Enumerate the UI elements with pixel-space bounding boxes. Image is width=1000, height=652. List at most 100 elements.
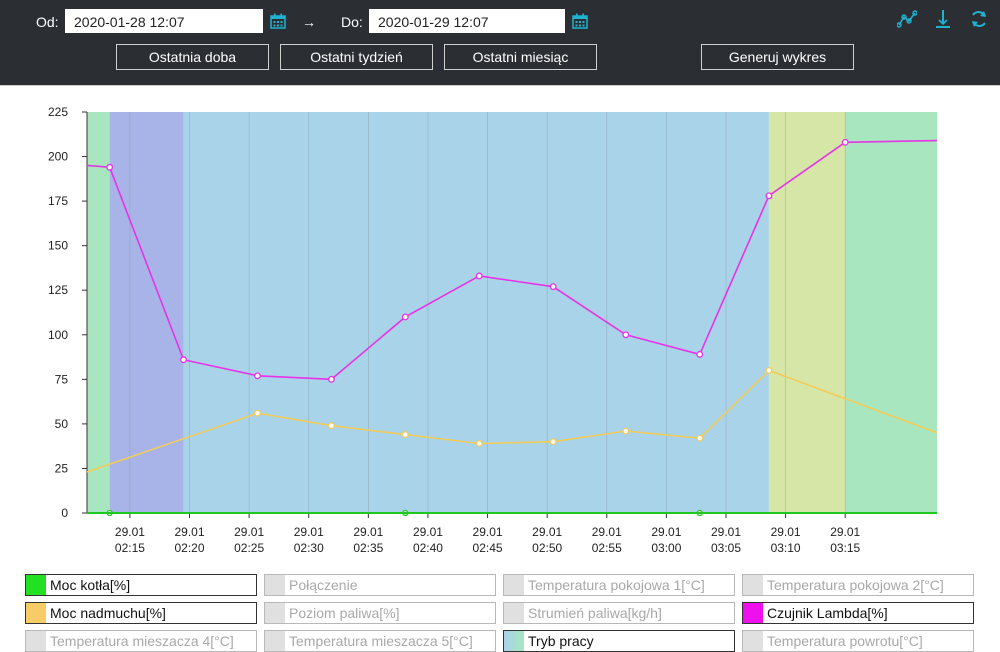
data-point: [765, 192, 773, 200]
to-label: Do:: [341, 14, 363, 30]
legend-label: Tryb pracy: [528, 633, 594, 649]
legend-label: Temperatura pokojowa 1[°C]: [528, 577, 705, 593]
data-point: [622, 331, 630, 339]
x-tick-time: 03:10: [771, 541, 801, 555]
x-tick-time: 02:40: [413, 541, 443, 555]
legend-swatch: [26, 603, 46, 623]
x-tick-date: 29.01: [234, 525, 264, 539]
legend-item[interactable]: Tryb pracy: [503, 630, 735, 652]
toolbar: Od: 2020-01-28 12:07 → Do: 2020-01-29 12…: [0, 0, 1000, 85]
toolbar-divider: [0, 85, 1000, 86]
x-tick-date: 29.01: [294, 525, 324, 539]
to-date-input[interactable]: 2020-01-29 12:07: [369, 9, 565, 33]
data-point: [106, 163, 114, 171]
legend-swatch: [743, 603, 763, 623]
data-point: [475, 272, 483, 280]
legend-label: Poziom paliwa[%]: [289, 605, 400, 621]
x-tick-time: 02:20: [175, 541, 205, 555]
x-tick-date: 29.01: [473, 525, 503, 539]
x-tick-date: 29.01: [830, 525, 860, 539]
x-tick-date: 29.01: [532, 525, 562, 539]
last-day-button[interactable]: Ostatnia doba: [116, 44, 269, 70]
x-tick-date: 29.01: [413, 525, 443, 539]
calendar-icon[interactable]: [572, 13, 588, 29]
x-tick-time: 02:30: [294, 541, 324, 555]
chart: 0 25 50 75 100 125 150 175 200 225 29.01 02:15 29.01…: [48, 105, 938, 555]
legend-label: Moc nadmuchu[%]: [50, 605, 166, 621]
data-point: [549, 283, 557, 291]
legend-swatch: [26, 631, 46, 651]
generate-chart-button[interactable]: Generuj wykres: [701, 44, 854, 70]
mode-band: [183, 112, 769, 513]
y-tick-label: 0: [61, 506, 68, 520]
from-date-input[interactable]: 2020-01-28 12:07: [65, 9, 263, 33]
legend-item[interactable]: Temperatura mieszacza 5[°C]: [264, 630, 496, 652]
x-tick-time: 02:45: [473, 541, 503, 555]
data-point: [327, 375, 335, 383]
download-icon[interactable]: [933, 9, 953, 29]
data-point: [327, 422, 335, 430]
x-tick-date: 29.01: [651, 525, 681, 539]
x-tick-date: 29.01: [771, 525, 801, 539]
legend-label: Czujnik Lambda[%]: [767, 605, 888, 621]
legend-item[interactable]: Moc kotła[%]: [25, 574, 257, 596]
legend-label: Moc kotła[%]: [50, 577, 131, 593]
data-point: [841, 138, 849, 146]
y-tick-label: 175: [48, 194, 68, 208]
x-tick-date: 29.01: [115, 525, 145, 539]
from-label: Od:: [36, 14, 59, 30]
y-tick-label: 100: [48, 328, 68, 342]
mode-band: [87, 112, 110, 513]
refresh-icon[interactable]: [969, 9, 989, 29]
x-tick-time: 02:15: [115, 541, 145, 555]
legend-item[interactable]: Moc nadmuchu[%]: [25, 602, 257, 624]
legend-item[interactable]: Poziom paliwa[%]: [264, 602, 496, 624]
data-point: [696, 434, 704, 442]
legend-item[interactable]: Czujnik Lambda[%]: [742, 602, 974, 624]
legend-item[interactable]: Połączenie: [264, 574, 496, 596]
x-tick-time: 02:55: [592, 541, 622, 555]
y-tick-label: 225: [48, 105, 68, 119]
y-tick-label: 150: [48, 239, 68, 253]
data-point: [254, 372, 261, 380]
data-point: [254, 409, 261, 417]
x-tick-time: 03:15: [830, 541, 860, 555]
legend-swatch: [504, 575, 524, 595]
legend-item[interactable]: Temperatura pokojowa 2[°C]: [742, 574, 974, 596]
legend-label: Strumień paliwa[kg/h]: [528, 605, 662, 621]
calendar-icon[interactable]: [270, 13, 286, 29]
mode-band: [845, 112, 937, 513]
x-tick-date: 29.01: [353, 525, 383, 539]
legend-swatch: [265, 575, 285, 595]
x-tick-time: 03:00: [651, 541, 681, 555]
legend-label: Temperatura powrotu[°C]: [767, 633, 923, 649]
legend-item[interactable]: Temperatura mieszacza 4[°C]: [25, 630, 257, 652]
data-point: [696, 350, 704, 358]
legend-item[interactable]: Strumień paliwa[kg/h]: [503, 602, 735, 624]
last-week-button[interactable]: Ostatni tydzień: [280, 44, 433, 70]
data-point: [180, 356, 188, 364]
legend-swatch: [743, 631, 763, 651]
data-point: [549, 438, 557, 446]
legend-swatch: [265, 603, 285, 623]
legend-item[interactable]: Temperatura pokojowa 1[°C]: [503, 574, 735, 596]
last-month-button[interactable]: Ostatni miesiąc: [444, 44, 597, 70]
data-point: [622, 427, 630, 435]
y-tick-label: 125: [48, 283, 68, 297]
mode-band: [768, 112, 846, 513]
legend-swatch: [504, 631, 524, 651]
legend-swatch: [504, 603, 524, 623]
legend-swatch: [26, 575, 46, 595]
chart-lines-icon[interactable]: [897, 9, 917, 29]
y-tick-label: 25: [55, 461, 69, 475]
x-tick-time: 02:35: [353, 541, 383, 555]
x-tick-date: 29.01: [592, 525, 622, 539]
legend-label: Połączenie: [289, 577, 358, 593]
data-point: [475, 440, 483, 447]
data-point: [401, 313, 409, 321]
x-tick-date: 29.01: [175, 525, 205, 539]
legend-swatch: [265, 631, 285, 651]
x-tick-time: 03:05: [711, 541, 741, 555]
data-point: [765, 366, 773, 374]
legend-item[interactable]: Temperatura powrotu[°C]: [742, 630, 974, 652]
